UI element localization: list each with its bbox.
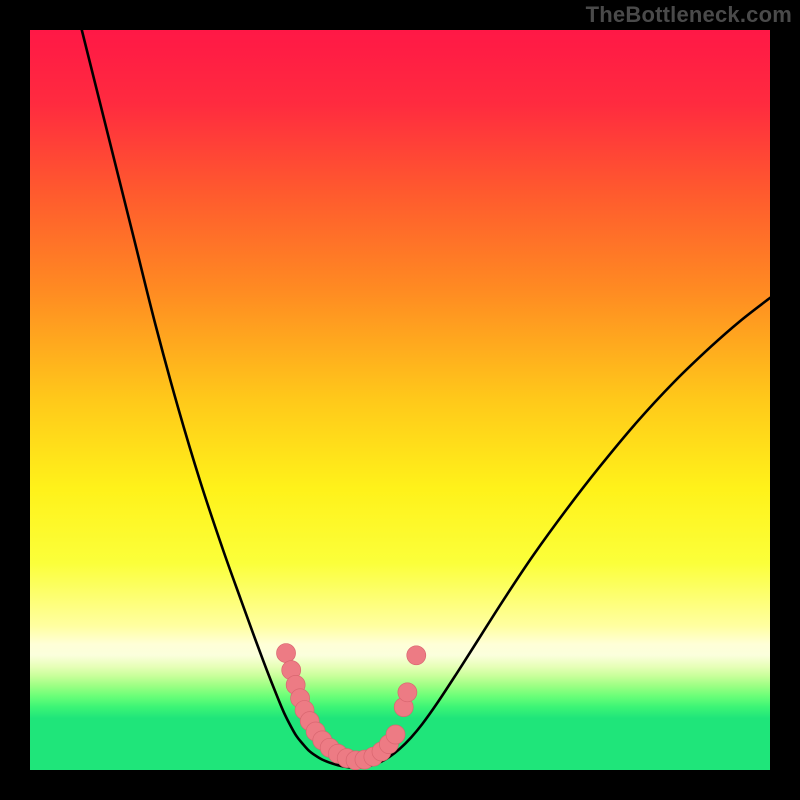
marker-dot [407, 646, 426, 665]
chart-frame: TheBottleneck.com [0, 0, 800, 800]
bottleneck-chart [0, 0, 800, 800]
marker-dot [277, 644, 296, 663]
plot-background-gradient [30, 30, 770, 770]
marker-dot [386, 725, 405, 744]
marker-dot [398, 683, 417, 702]
watermark-text: TheBottleneck.com [586, 2, 792, 28]
